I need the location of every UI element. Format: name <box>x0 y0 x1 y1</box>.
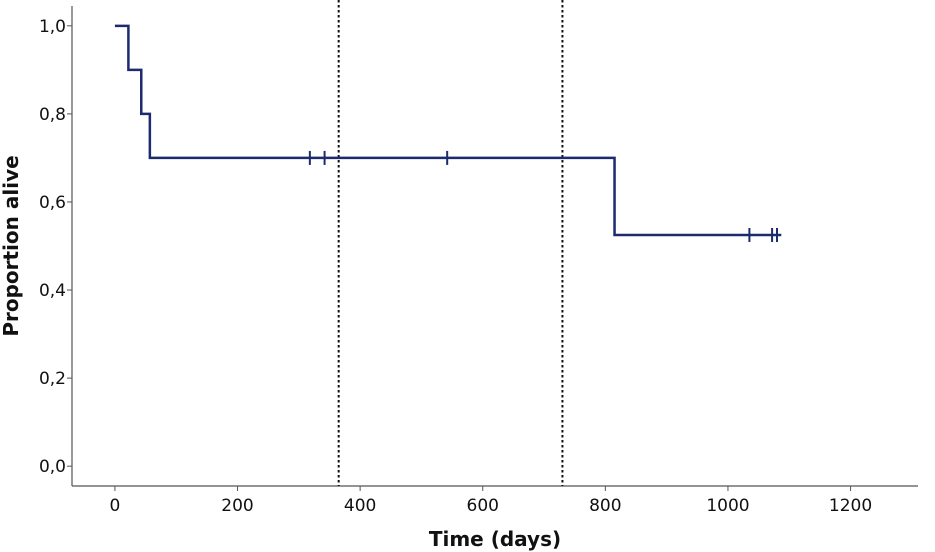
axes: 0 200 400 600 800 1000 1200 0,0 0,2 0,4 0,6 0,8 1,0 <box>39 6 918 516</box>
reference-lines <box>337 0 564 486</box>
x-tick-label: 0 <box>109 496 120 516</box>
y-tick-label: 1,0 <box>39 17 66 37</box>
y-tick-label: 0,8 <box>39 105 66 125</box>
x-tick-label: 1200 <box>829 496 872 516</box>
x-tick-label: 600 <box>467 496 499 516</box>
axis-labels: Time (days) Proportion alive <box>0 155 561 551</box>
y-axis-label: Proportion alive <box>0 155 23 336</box>
series-group <box>114 24 782 242</box>
x-tick-label: 400 <box>344 496 376 516</box>
y-tick-label: 0,4 <box>39 281 66 301</box>
x-tick-label: 200 <box>221 496 253 516</box>
y-tick-label: 0,2 <box>39 369 66 389</box>
x-tick-label: 1000 <box>706 496 749 516</box>
y-tick-label: 0,6 <box>39 193 66 213</box>
survival-curve <box>114 24 782 237</box>
x-tick-label: 800 <box>589 496 621 516</box>
y-tick-label: 0,0 <box>39 457 66 477</box>
x-axis-label: Time (days) <box>429 527 561 551</box>
